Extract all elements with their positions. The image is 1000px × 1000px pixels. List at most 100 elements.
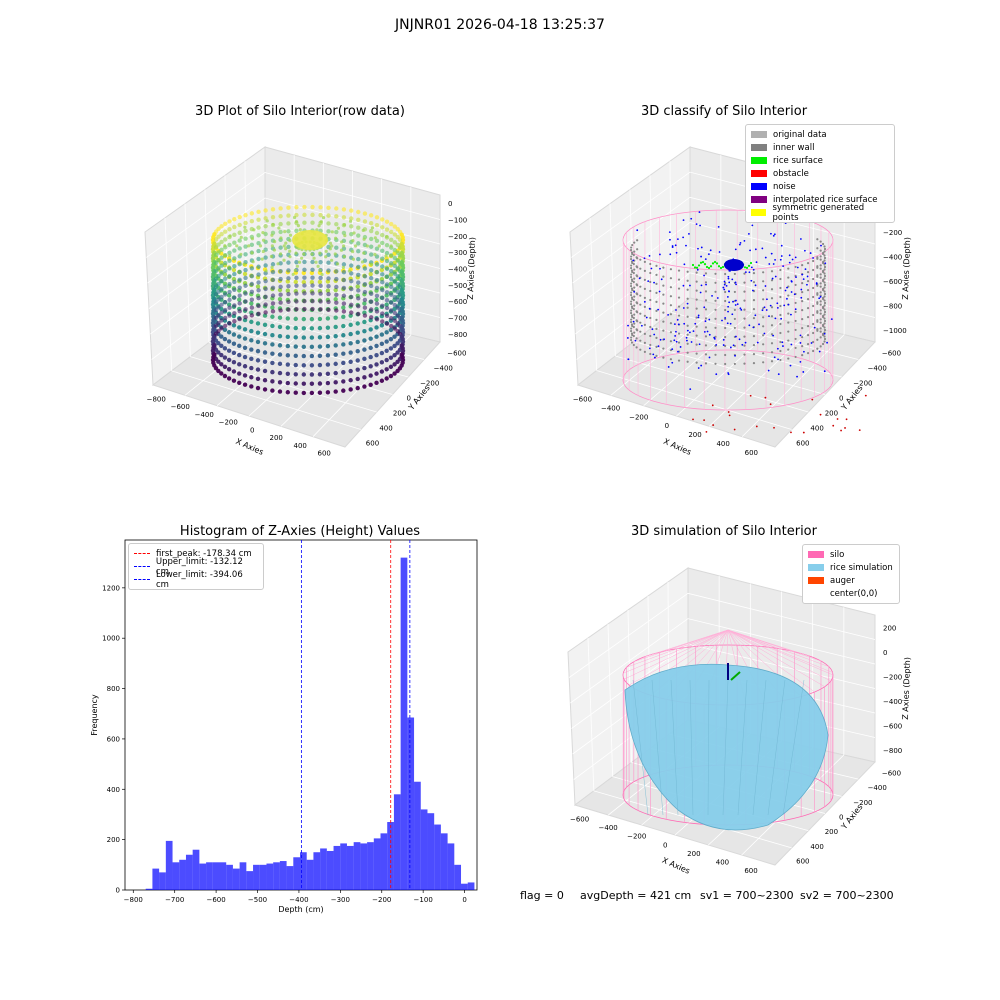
scatter-point: [242, 271, 248, 277]
scatter-point: [301, 390, 307, 396]
scatter-point: [392, 224, 398, 229]
scatter-point: [362, 365, 367, 371]
z-tick-label: −600: [883, 722, 902, 730]
inner-wall-point: [823, 286, 826, 289]
inner-wall-point: [801, 300, 804, 303]
inner-wall-point: [629, 329, 633, 333]
z-tick-label: −300: [448, 249, 467, 257]
scatter-point: [237, 325, 242, 330]
histogram-bar: [206, 862, 213, 890]
x-tick-label: −700: [165, 896, 184, 904]
scatter-point: [262, 368, 268, 374]
scatter-point: [325, 343, 331, 349]
inner-wall-point: [823, 254, 826, 257]
scatter-point: [243, 236, 248, 241]
noise-point: [659, 338, 662, 341]
noise-point: [694, 322, 697, 325]
scatter-point: [392, 352, 397, 358]
legend-swatch: [134, 553, 150, 554]
noise-point: [790, 313, 792, 316]
scatter-point: [249, 219, 255, 224]
scatter-point: [317, 353, 323, 359]
noise-point: [686, 329, 689, 332]
scatter-point: [278, 214, 283, 219]
scatter-point: [255, 376, 261, 382]
inner-wall-point: [639, 330, 642, 333]
scatter-point: [341, 265, 346, 270]
scatter-point: [231, 267, 237, 273]
inner-wall-point: [823, 301, 827, 305]
scatter-point: [374, 309, 380, 314]
inner-wall-point: [633, 241, 636, 244]
noise-point: [708, 356, 711, 359]
noise-point: [674, 244, 677, 247]
inner-wall-point: [816, 257, 819, 260]
scatter-point: [388, 272, 394, 277]
scatter-point: [294, 275, 299, 281]
inner-wall-point: [677, 341, 681, 344]
scatter-point: [374, 222, 380, 228]
y-tick-label: 0: [407, 395, 411, 403]
noise-point: [711, 294, 713, 297]
scatter-point: [249, 273, 255, 279]
inner-wall-point: [819, 273, 822, 276]
inner-wall-point: [779, 304, 782, 308]
scatter-point: [368, 268, 374, 273]
scatter-point: [278, 229, 283, 235]
scatter-point: [262, 322, 268, 328]
noise-point: [758, 323, 760, 326]
inner-wall-point: [686, 315, 689, 318]
inner-wall-point: [770, 360, 774, 363]
scatter-point: [243, 291, 248, 296]
mesh-line: [651, 679, 664, 816]
scatter-point: [227, 305, 232, 310]
noise-point: [820, 244, 822, 247]
noise-point: [690, 341, 693, 343]
x-tick-label: 200: [688, 431, 701, 439]
noise-point: [773, 233, 776, 236]
noise-point: [815, 282, 818, 284]
inner-wall-point: [779, 295, 782, 299]
inner-wall-point: [823, 256, 827, 260]
inner-wall-point: [629, 311, 633, 315]
scatter-point: [374, 215, 380, 220]
inner-wall-point: [629, 266, 633, 270]
noise-point: [682, 219, 685, 222]
scatter-point: [243, 267, 248, 273]
scatter-point: [400, 244, 405, 249]
inner-wall-point: [714, 299, 717, 302]
x-tick-label: 600: [744, 867, 757, 875]
scatter-point: [348, 387, 353, 392]
inner-wall-point: [643, 260, 646, 263]
inner-wall-point: [762, 271, 765, 274]
z-tick-label: −200: [883, 229, 902, 237]
mesh-line: [767, 679, 786, 816]
scatter-point: [349, 310, 354, 315]
scatter-point: [351, 239, 355, 243]
noise-point: [700, 246, 703, 249]
inner-wall-point: [669, 358, 673, 361]
scatter-point: [294, 291, 299, 296]
histogram-bar: [380, 833, 388, 890]
legend-swatch: [808, 564, 824, 571]
inner-wall-point: [662, 284, 665, 287]
rice-surface-point: [699, 261, 703, 264]
silo-roof-wire: [727, 629, 832, 682]
histogram-bar: [300, 852, 307, 890]
scatter-point: [373, 252, 377, 257]
scatter-point: [288, 233, 293, 237]
inner-wall-point: [816, 302, 819, 305]
scatter-point: [374, 371, 379, 376]
scatter-point: [237, 343, 242, 349]
inner-wall-point: [787, 294, 790, 297]
rice-surface-point: [713, 260, 717, 264]
inner-wall-point: [639, 312, 642, 315]
inner-wall-point: [823, 272, 826, 275]
scatter-point: [270, 207, 276, 212]
inner-wall-point: [819, 249, 822, 252]
inner-wall-point: [819, 318, 822, 321]
scatter-point: [270, 351, 275, 356]
inner-wall-point: [695, 343, 698, 346]
scatter-point: [295, 264, 300, 268]
scatter-point: [285, 343, 291, 349]
